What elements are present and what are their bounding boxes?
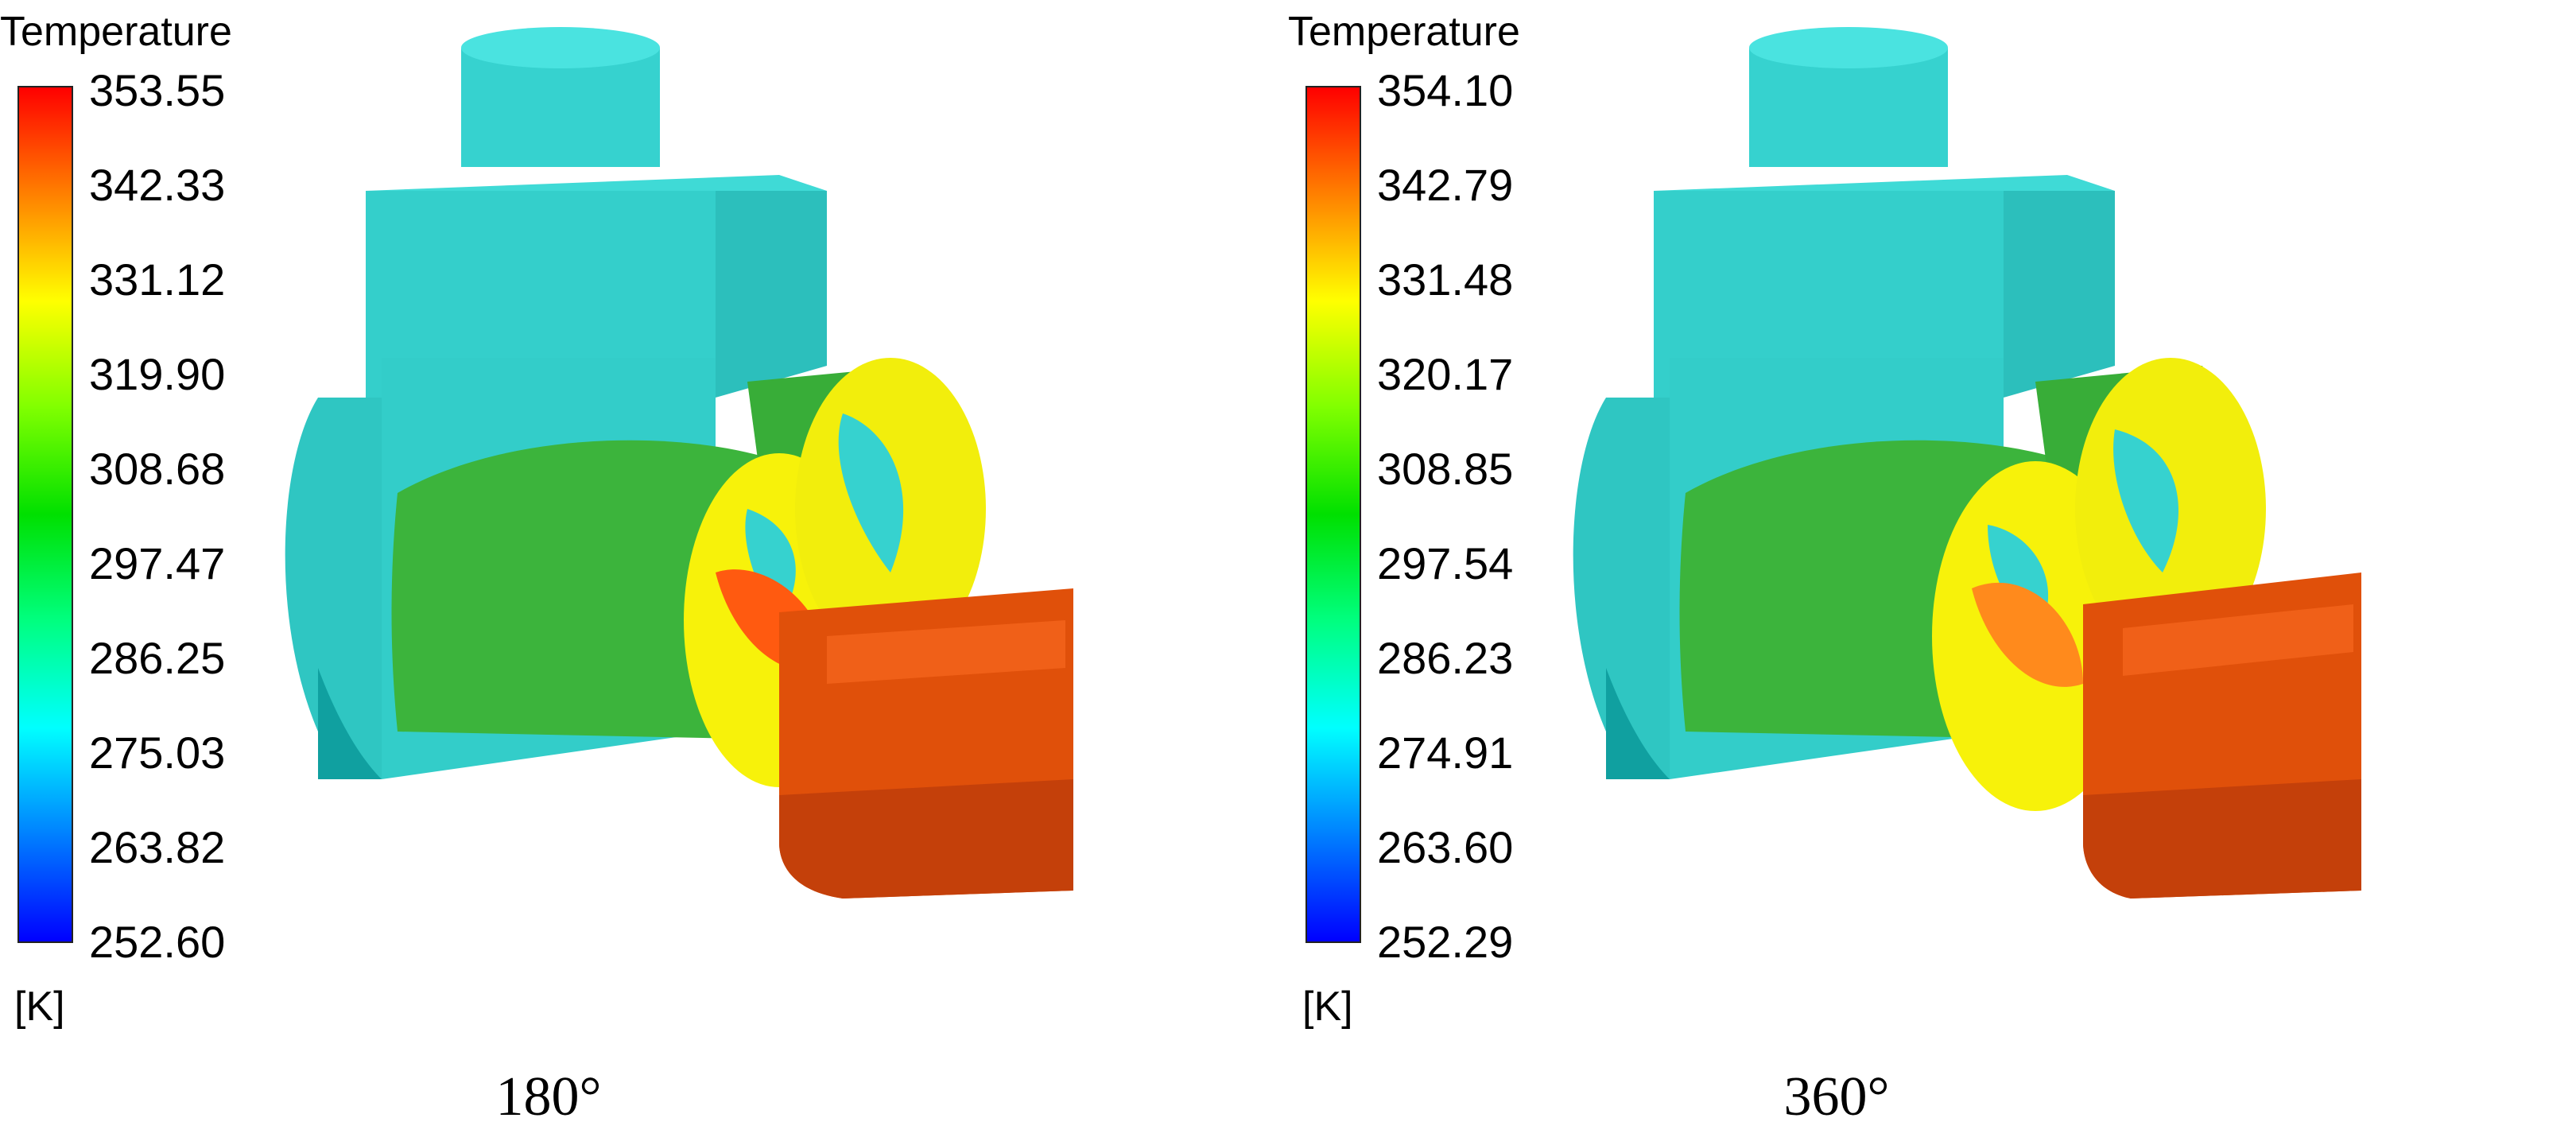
compressor-temperature-render (1573, 27, 2361, 899)
hot-blade (1972, 582, 2083, 687)
contour-panel-180: Temperature 353.55 342.33 331.12 319.90 … (0, 9, 1073, 1128)
legend-title: Temperature (0, 9, 232, 55)
housing-block-side (2004, 191, 2115, 398)
inlet-pipe-top (461, 27, 660, 68)
tick-label: 297.47 (89, 538, 226, 588)
inlet-pipe-top (1749, 27, 1948, 68)
tick-label: 252.60 (89, 917, 226, 967)
casing-shading (1606, 668, 1670, 779)
housing-block-side (716, 191, 827, 398)
angle-caption: 180° (495, 1066, 602, 1128)
temperature-colorbar (1305, 86, 1361, 943)
rotor-blade (2113, 429, 2178, 572)
tick-label: 342.33 (89, 160, 226, 210)
tick-label: 308.68 (89, 444, 226, 494)
tick-label: 263.82 (89, 822, 226, 872)
angle-caption: 360° (1783, 1066, 1890, 1128)
tick-label: 308.85 (1377, 444, 1514, 494)
temperature-colorbar (17, 86, 73, 943)
tick-label: 331.12 (89, 254, 226, 305)
tick-label: 353.55 (89, 65, 226, 115)
motor-housing-shade (2083, 779, 2361, 899)
rotor-housing-green (391, 440, 779, 739)
contour-panel-360: Temperature 354.10 342.79 331.48 320.17 … (1288, 0, 2576, 1145)
compressor-temperature-render (285, 27, 1073, 899)
tick-label: 320.17 (1377, 349, 1514, 399)
tick-label: 275.03 (89, 728, 226, 778)
tick-label: 274.91 (1377, 728, 1514, 778)
tick-label: 286.25 (89, 633, 226, 683)
motor-housing-shade (779, 779, 1073, 899)
tick-label: 342.79 (1377, 160, 1514, 210)
tick-label: 252.29 (1377, 917, 1514, 967)
tick-label: 297.54 (1377, 538, 1514, 588)
motor-housing-highlight (827, 620, 1065, 684)
tick-label: 331.48 (1377, 254, 1514, 305)
rotor-blade (838, 413, 904, 572)
unit-label: [K] (14, 984, 65, 1030)
tick-label: 354.10 (1377, 65, 1514, 115)
casing-body (1573, 398, 1670, 779)
tick-label: 263.60 (1377, 822, 1514, 872)
tick-label: 286.23 (1377, 633, 1514, 683)
casing-shading (318, 668, 382, 779)
tick-label: 319.90 (89, 349, 226, 399)
legend-title: Temperature (1288, 9, 1520, 55)
casing-body (285, 398, 382, 779)
unit-label: [K] (1302, 984, 1353, 1030)
motor-housing-highlight (2123, 604, 2353, 676)
